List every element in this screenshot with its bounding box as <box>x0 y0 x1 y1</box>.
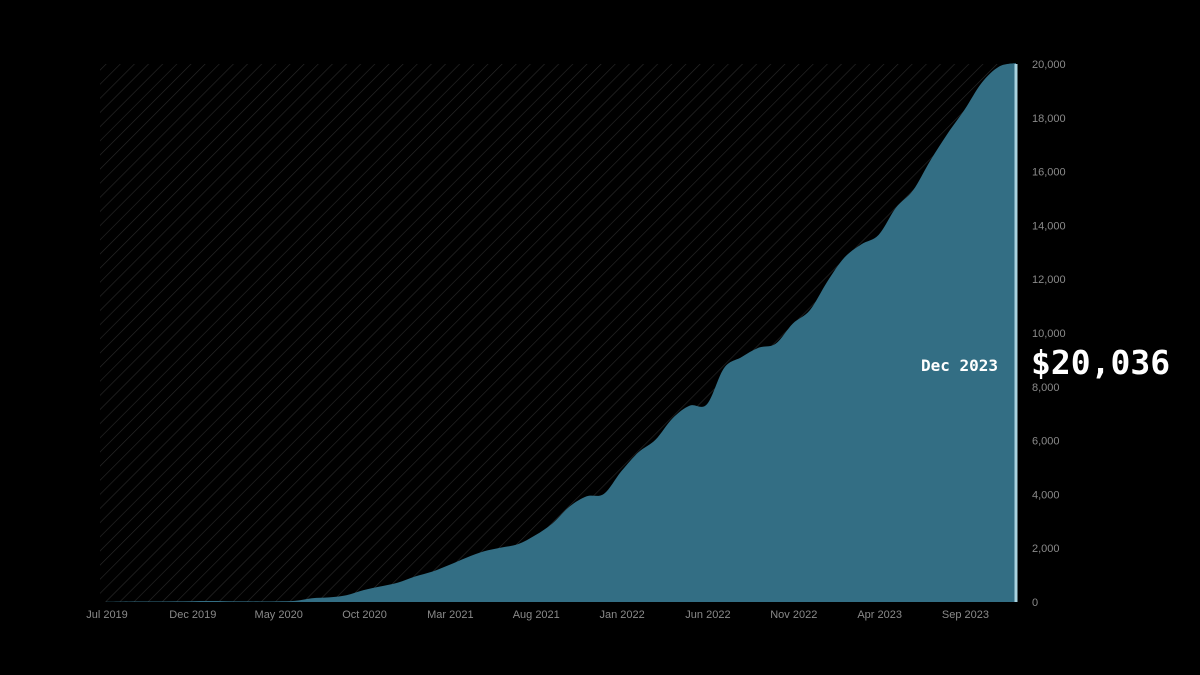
x-tick-label: Sep 2023 <box>942 609 989 621</box>
y-tick-label: 12,000 <box>1032 274 1066 286</box>
plot-area <box>100 63 1018 602</box>
y-tick-label: 18,000 <box>1032 113 1066 125</box>
y-tick-label: 20,000 <box>1032 59 1066 71</box>
x-tick-label: Mar 2021 <box>427 609 473 621</box>
y-tick-label: 4,000 <box>1032 489 1060 501</box>
x-tick-label: Apr 2023 <box>857 609 902 621</box>
x-tick-label: Nov 2022 <box>770 609 817 621</box>
x-tick-label: Oct 2020 <box>342 609 387 621</box>
x-axis: Jul 2019 Dec 2019 May 2020 Oct 2020 Mar 2021… <box>86 609 989 621</box>
y-tick-label: 2,000 <box>1032 543 1060 555</box>
y-axis: 0 2,000 4,000 6,000 8,000 10,000 12,000 14,000 1… <box>1032 59 1066 609</box>
series-area <box>106 63 1016 602</box>
x-tick-label: Jan 2022 <box>599 609 644 621</box>
x-tick-label: Dec 2019 <box>169 609 216 621</box>
x-tick-label: Aug 2021 <box>513 609 560 621</box>
x-tick-label: Jun 2022 <box>685 609 730 621</box>
y-tick-label: 14,000 <box>1032 220 1066 232</box>
y-tick-label: 8,000 <box>1032 382 1060 394</box>
hover-layer: Dec 2023 $20,036 <box>921 343 1170 382</box>
y-tick-label: 0 <box>1032 597 1038 609</box>
y-tick-label: 6,000 <box>1032 436 1060 448</box>
y-tick-label: 16,000 <box>1032 167 1066 179</box>
hover-value-label: $20,036 <box>1031 343 1170 382</box>
x-tick-label: Jul 2019 <box>86 609 128 621</box>
hover-date-label: Dec 2023 <box>921 356 998 375</box>
x-tick-label: May 2020 <box>255 609 303 621</box>
y-tick-label: 10,000 <box>1032 328 1066 340</box>
